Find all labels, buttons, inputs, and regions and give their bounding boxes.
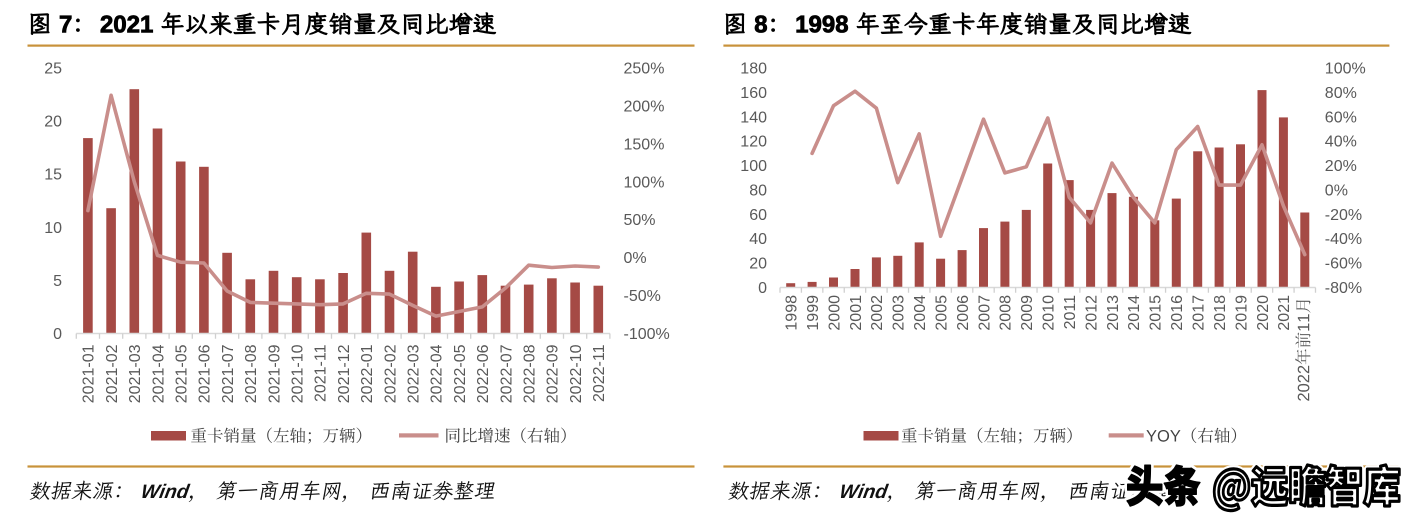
svg-text:2021-04: 2021-04 (150, 344, 167, 403)
svg-text:150%: 150% (624, 136, 665, 153)
svg-text:60%: 60% (1325, 109, 1357, 126)
svg-text:2022-11: 2022-11 (591, 344, 608, 402)
svg-text:15: 15 (44, 167, 62, 184)
svg-text:2015: 2015 (1148, 295, 1165, 331)
svg-text:0: 0 (53, 326, 62, 343)
svg-text:160: 160 (740, 85, 767, 102)
svg-text:2021-01: 2021-01 (81, 344, 98, 403)
svg-text:200%: 200% (624, 98, 665, 115)
svg-text:2011: 2011 (1062, 295, 1079, 330)
svg-text:50%: 50% (624, 212, 656, 229)
svg-text:40: 40 (749, 231, 767, 248)
svg-text:180: 180 (740, 61, 767, 78)
svg-text:10: 10 (44, 220, 62, 237)
svg-text:80: 80 (749, 182, 767, 199)
svg-text:2016: 2016 (1169, 295, 1186, 331)
svg-text:1999: 1999 (805, 295, 822, 331)
svg-text:2003: 2003 (891, 295, 908, 331)
svg-text:2018: 2018 (1212, 295, 1229, 331)
svg-text:20: 20 (44, 114, 62, 131)
svg-text:2021-12: 2021-12 (336, 344, 353, 403)
svg-text:2021-05: 2021-05 (174, 344, 191, 403)
svg-text:2021-08: 2021-08 (243, 344, 260, 403)
svg-text:2022-09: 2022-09 (545, 344, 562, 403)
svg-text:40%: 40% (1325, 134, 1357, 151)
svg-text:2021-10: 2021-10 (290, 344, 307, 403)
svg-text:120: 120 (740, 134, 767, 151)
svg-text:5: 5 (53, 273, 62, 290)
svg-text:-60%: -60% (1325, 256, 1362, 273)
svg-text:2021: 2021 (1276, 295, 1293, 331)
svg-text:80%: 80% (1325, 85, 1357, 102)
svg-text:-40%: -40% (1325, 231, 1362, 248)
svg-text:2022-06: 2022-06 (475, 344, 492, 403)
svg-text:100%: 100% (624, 174, 665, 191)
svg-text:2000: 2000 (826, 295, 843, 331)
svg-text:25: 25 (44, 61, 62, 78)
svg-text:2021-03: 2021-03 (127, 344, 144, 403)
svg-text:2021-07: 2021-07 (220, 344, 237, 403)
svg-text:2022-01: 2022-01 (359, 344, 376, 403)
svg-text:250%: 250% (624, 61, 665, 78)
svg-text:2012: 2012 (1083, 295, 1100, 331)
svg-text:20%: 20% (1325, 158, 1357, 175)
svg-text:-80%: -80% (1325, 280, 1362, 297)
svg-text:2017: 2017 (1191, 295, 1208, 331)
svg-text:100%: 100% (1325, 61, 1366, 78)
svg-text:2019: 2019 (1233, 295, 1250, 331)
svg-text:140: 140 (740, 109, 767, 126)
svg-text:100: 100 (740, 158, 767, 175)
svg-text:-100%: -100% (624, 326, 670, 343)
svg-text:0%: 0% (624, 250, 647, 267)
svg-text:2021-02: 2021-02 (104, 344, 121, 403)
svg-text:2022-05: 2022-05 (452, 344, 469, 403)
svg-text:2002: 2002 (869, 295, 886, 331)
svg-text:2013: 2013 (1105, 295, 1122, 331)
svg-text:2022-08: 2022-08 (522, 344, 539, 403)
svg-text:2008: 2008 (998, 295, 1015, 331)
svg-text:2022-10: 2022-10 (568, 344, 585, 403)
svg-text:2022-02: 2022-02 (382, 344, 399, 403)
svg-text:2006: 2006 (955, 295, 972, 331)
svg-text:2010: 2010 (1041, 295, 1058, 331)
svg-text:20: 20 (749, 256, 767, 273)
svg-text:2021-11: 2021-11 (313, 344, 330, 402)
svg-text:-50%: -50% (624, 288, 661, 305)
svg-text:2004: 2004 (912, 295, 929, 331)
svg-text:1998: 1998 (784, 295, 801, 331)
svg-text:0%: 0% (1325, 182, 1348, 199)
svg-text:2022-04: 2022-04 (429, 344, 446, 403)
svg-text:2022-07: 2022-07 (498, 344, 515, 403)
svg-text:2005: 2005 (933, 295, 950, 331)
svg-text:2020: 2020 (1255, 295, 1272, 331)
svg-text:2009: 2009 (1019, 295, 1036, 331)
svg-text:-20%: -20% (1325, 207, 1362, 224)
svg-text:2007: 2007 (976, 295, 993, 331)
svg-text:2021-09: 2021-09 (266, 344, 283, 403)
svg-text:0: 0 (758, 280, 767, 297)
svg-text:60: 60 (749, 207, 767, 224)
svg-text:2014: 2014 (1126, 295, 1143, 331)
svg-text:2022-03: 2022-03 (406, 344, 423, 403)
svg-text:2021-06: 2021-06 (197, 344, 214, 403)
svg-text:2001: 2001 (848, 295, 865, 331)
